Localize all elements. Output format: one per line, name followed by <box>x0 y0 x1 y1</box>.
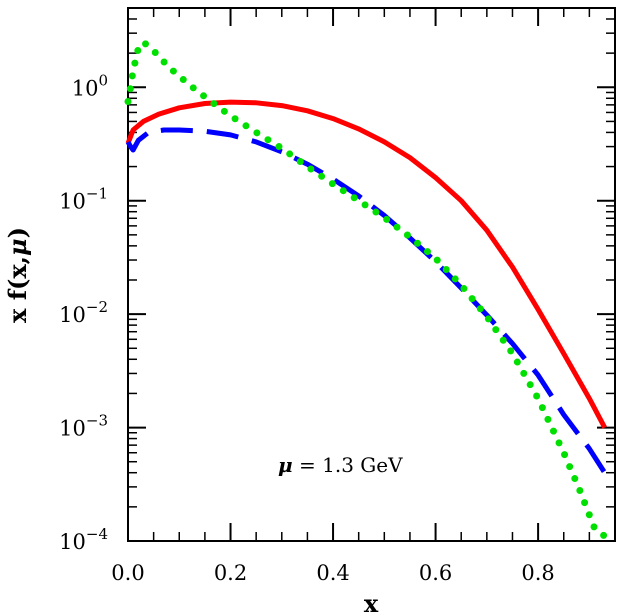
annotation-text: = 1.3 GeV <box>293 453 403 477</box>
y-tick-label-base: 10 <box>59 190 86 214</box>
y-tick-label-exponent: −4 <box>86 525 108 543</box>
x-tick-label: 0.8 <box>521 561 554 585</box>
scale-annotation: μ = 1.3 GeV <box>278 453 403 477</box>
y-tick-label-base: 10 <box>72 76 99 100</box>
y-tick-label-exponent: −3 <box>86 412 108 430</box>
y-tick-label-exponent: 0 <box>98 71 108 89</box>
y-tick-label: 10−3 <box>59 412 108 441</box>
y-axis-title-mu: μ <box>3 238 32 256</box>
x-tick-labels: 0.0 0.2 0.4 0.6 0.8 <box>111 561 555 585</box>
x-tick-label: 0.0 <box>111 561 144 585</box>
series-line-2 <box>125 127 607 475</box>
y-tick-label: 100 <box>72 71 108 100</box>
annotation-mu: μ <box>278 453 293 477</box>
y-tick-label-base: 10 <box>59 417 86 441</box>
series-line-3 <box>124 38 609 540</box>
x-ticks <box>127 8 616 541</box>
y-axis-title: x f(x,μ) <box>3 227 32 323</box>
x-tick-label: 0.2 <box>214 561 247 585</box>
y-tick-label-exponent: −1 <box>86 185 108 203</box>
series-layer <box>124 38 609 540</box>
y-axis-title-pre: x f(x, <box>3 256 32 323</box>
y-minor-ticks <box>128 7 615 508</box>
y-tick-label-exponent: −2 <box>86 298 108 316</box>
y-tick-label: 10−4 <box>59 525 108 554</box>
y-tick-label: 10−1 <box>59 185 108 214</box>
plot-frame <box>127 7 616 542</box>
y-tick-label: 10−2 <box>59 298 108 327</box>
x-tick-label: 0.4 <box>316 561 349 585</box>
y-tick-label-base: 10 <box>59 303 86 327</box>
series-line-1 <box>125 99 607 429</box>
x-tick-label: 0.6 <box>419 561 452 585</box>
y-axis-title-post: ) <box>3 227 32 238</box>
y-tick-label-base: 10 <box>59 530 86 554</box>
x-axis-title: x <box>364 589 379 616</box>
y-major-ticks <box>128 86 615 542</box>
